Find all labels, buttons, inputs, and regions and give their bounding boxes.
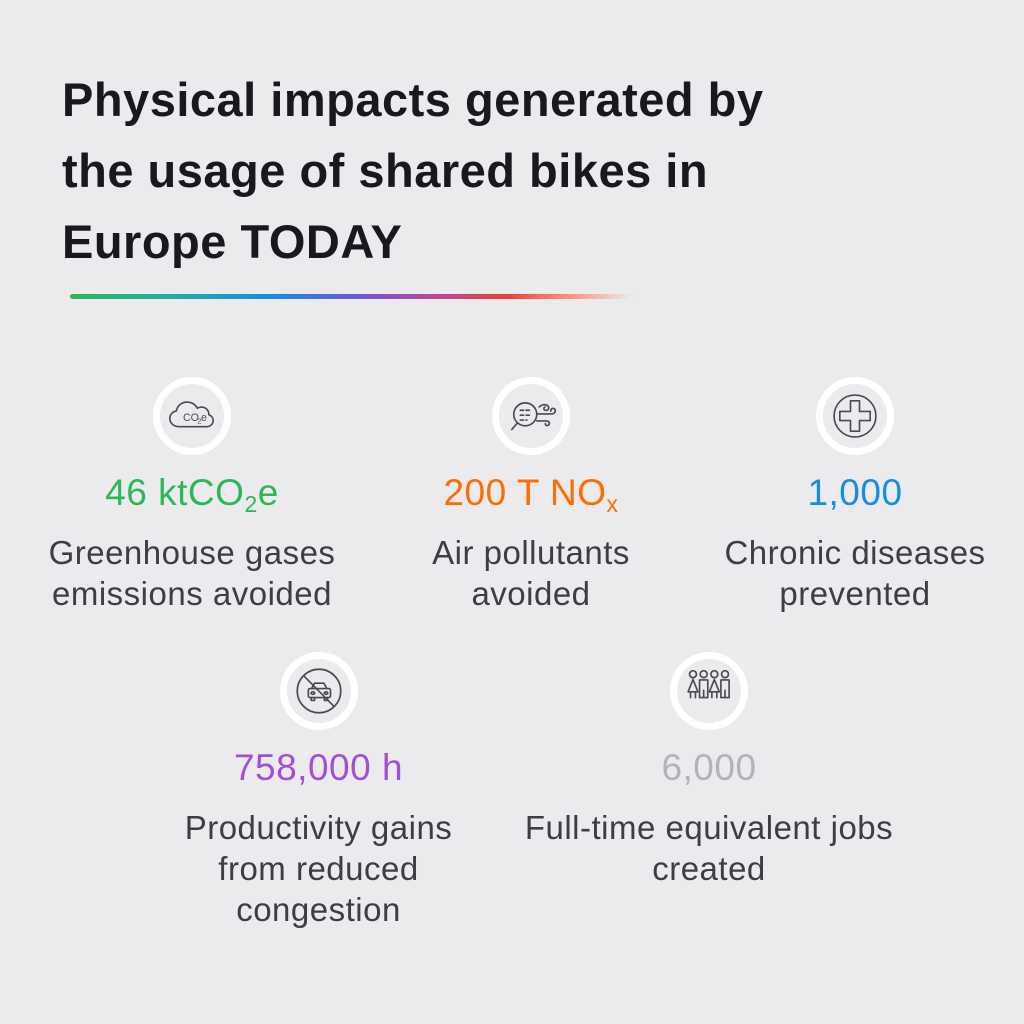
stat-value: 200 T NOx [443, 472, 619, 517]
air-pollutants-icon [492, 377, 570, 455]
stat-card-chronic-diseases: 1,000 Chronic diseases prevented [690, 377, 1020, 614]
stat-value: 46 ktCO2e [105, 472, 279, 517]
medical-cross-icon [816, 377, 894, 455]
no-car-icon [279, 652, 358, 730]
people-icon [670, 652, 748, 730]
svg-text:CO: CO [183, 412, 199, 424]
stat-card-greenhouse-gases: CO 2 e 46 ktCO2e Greenhouse gases emissi… [22, 377, 362, 614]
page-title: Physical impacts generated by the usage … [62, 64, 942, 277]
gradient-divider [70, 294, 645, 299]
page-title-line-3: Europe TODAY [62, 215, 403, 268]
page-title-line-1: Physical impacts generated by [62, 73, 764, 126]
svg-text:e: e [201, 412, 207, 424]
stat-caption: Greenhouse gases emissions avoided [48, 533, 336, 612]
svg-text:2: 2 [197, 416, 201, 425]
stat-caption: Full-time equivalent jobs created [524, 808, 894, 887]
stat-caption: Productivity gains from reduced congesti… [184, 808, 453, 928]
stat-caption: Chronic diseases prevented [724, 533, 986, 612]
stat-value: 758,000 h [233, 747, 404, 788]
stat-value: 1,000 [807, 472, 903, 513]
stat-value: 6,000 [661, 747, 757, 788]
co2e-cloud-icon: CO 2 e [153, 377, 231, 455]
stat-caption: Air pollutants avoided [432, 533, 630, 612]
stat-card-jobs-created: 6,000 Full-time equivalent jobs created [519, 652, 899, 889]
page-title-line-2: the usage of shared bikes in [62, 144, 709, 197]
stat-card-air-pollutants: 200 T NOx Air pollutants avoided [376, 377, 686, 614]
stat-card-productivity-gains: 758,000 h Productivity gains from reduce… [146, 652, 491, 930]
